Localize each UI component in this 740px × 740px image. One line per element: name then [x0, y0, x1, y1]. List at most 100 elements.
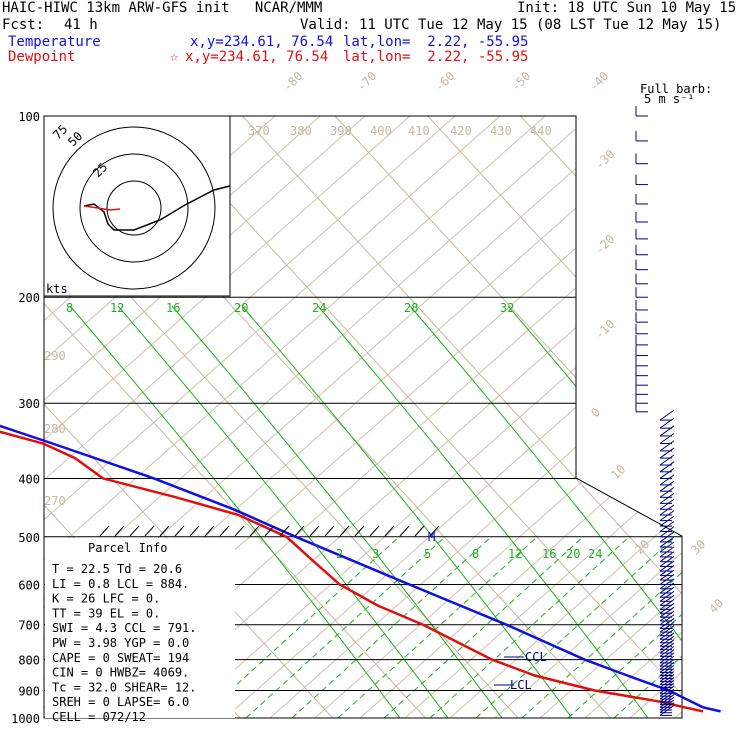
chart-title: HAIC-HIWC 13km ARW-GFS init NCAR/MMM — [2, 0, 323, 16]
wind-barb — [635, 106, 648, 117]
wind-barb — [659, 425, 675, 437]
barb-legend-line2: 5 m s⁻¹ — [644, 92, 695, 106]
theta-label: 370 — [248, 124, 270, 138]
init-time: Init: 18 UTC Sun 10 May 15 — [517, 0, 737, 16]
dewpoint-legend-label: Dewpoint — [8, 49, 76, 65]
wind-barb — [659, 614, 675, 626]
wind-barb-staff — [659, 671, 675, 682]
dry-adiabat-line — [584, 116, 682, 718]
mixing-ratio-label: 24 — [588, 547, 602, 561]
wind-barb — [635, 375, 648, 386]
wind-barb-staff — [659, 510, 675, 522]
wind-barb — [659, 468, 675, 479]
wind-barb-staff — [659, 504, 675, 516]
wind-barb — [659, 662, 675, 673]
wind-barb-staff — [659, 425, 675, 437]
dry-adiabat-line — [674, 116, 682, 718]
hodograph-ring — [52, 126, 216, 290]
mixing-ratio-label: 8 — [472, 547, 479, 561]
moist-adiabat-line — [171, 305, 503, 718]
hatch-mark — [219, 525, 230, 537]
wind-barb — [635, 334, 648, 346]
mixing-ratio-label: 2 — [336, 547, 343, 561]
wind-barb — [635, 244, 648, 256]
parcel-info-row: T = 22.5 Td = 20.6 — [52, 562, 182, 576]
wind-barb — [635, 130, 648, 142]
hatch-mark — [414, 525, 425, 537]
mixing-ratio-label: 3 — [372, 547, 379, 561]
hatch-mark — [159, 525, 170, 537]
barb-legend-line1: Full barb: — [640, 82, 712, 96]
wind-barb — [659, 628, 675, 640]
valid-time: Valid: 11 UTC Tue 12 May 15 (08 LST Tue … — [300, 17, 722, 33]
wind-barb-staff — [659, 606, 675, 618]
hodograph-low-trace — [83, 205, 121, 211]
hatch-mark — [309, 525, 320, 537]
parcel-info-row: PW = 3.98 YGP = 0.0 — [52, 636, 189, 650]
wind-barb — [659, 618, 675, 629]
wind-barb — [659, 569, 675, 581]
wind-barb-staff — [659, 468, 675, 479]
wind-barb — [659, 498, 675, 510]
dry-adiabat-line — [629, 116, 682, 718]
wind-barb — [635, 393, 648, 404]
dry-adiabat-line — [44, 116, 546, 718]
mixing-ratio-line — [429, 535, 631, 718]
dry-adiabat-line — [539, 116, 682, 718]
isotherm-label: -20 — [592, 232, 617, 257]
wind-barb-staff — [659, 447, 675, 459]
theta-label: 400 — [370, 124, 392, 138]
moist-adiabat-line — [507, 305, 682, 718]
isotherm-label: -50 — [508, 69, 533, 94]
dewpoint-profile — [0, 430, 704, 713]
isotherm-line — [44, 116, 426, 718]
hodograph-ring — [79, 153, 189, 263]
wind-barb-staff — [659, 569, 675, 581]
moist-adiabat-line — [117, 305, 449, 718]
wind-barb-staff — [659, 642, 675, 654]
wind-barb-staff — [659, 440, 675, 452]
wind-barb — [659, 480, 675, 492]
wind-barb — [635, 287, 648, 298]
dry-adiabat-line — [404, 116, 682, 718]
wind-barb — [659, 635, 675, 647]
hatch-mark — [189, 525, 200, 537]
wind-barb — [635, 345, 648, 357]
parcel-info-row: LI = 0.8 LCL = 884. — [52, 577, 189, 591]
hodograph-box — [43, 115, 231, 297]
wind-barb — [635, 323, 648, 335]
parcel-panel-bg — [45, 538, 235, 718]
hatch-mark — [279, 525, 290, 537]
wind-barb — [659, 665, 675, 677]
wind-barb — [635, 193, 648, 205]
dry-adiabat-line — [44, 116, 411, 718]
wind-barb — [659, 492, 675, 504]
temperature-xy: x,y=234.61, 76.54 — [190, 34, 334, 50]
mixing-ratio-label: 28 — [404, 301, 418, 315]
mixing-ratio-line — [245, 535, 447, 718]
wind-barb — [659, 474, 675, 486]
wind-barb-staff — [659, 614, 675, 626]
wind-barb-staff — [659, 454, 675, 466]
wind-barb-staff — [659, 492, 675, 504]
wind-barb — [635, 174, 648, 186]
forecast-hour: 41 h — [64, 17, 98, 33]
mixing-ratio-label: 32 — [500, 301, 514, 315]
theta-label: 430 — [490, 124, 512, 138]
mixing-ratio-label: 16 — [166, 301, 180, 315]
theta-label: 280 — [44, 422, 66, 436]
hatch-mark — [99, 525, 110, 537]
pressure-tick-label: 200 — [18, 291, 40, 305]
mixing-ratio-line — [475, 535, 677, 718]
mixing-ratio-line — [613, 535, 682, 718]
parcel-info-row: SWI = 4.3 CCL = 791. — [52, 621, 197, 635]
wind-barb — [659, 680, 675, 691]
wind-barb-staff — [659, 674, 675, 685]
level-mark-m: M — [428, 530, 435, 544]
wind-barb-staff — [659, 645, 675, 657]
wind-barb — [659, 486, 675, 498]
dry-adiabat-line — [44, 116, 591, 718]
wind-barb — [635, 365, 648, 377]
parcel-info-row: CAPE = 0 SWEAT= 194 — [52, 651, 189, 665]
